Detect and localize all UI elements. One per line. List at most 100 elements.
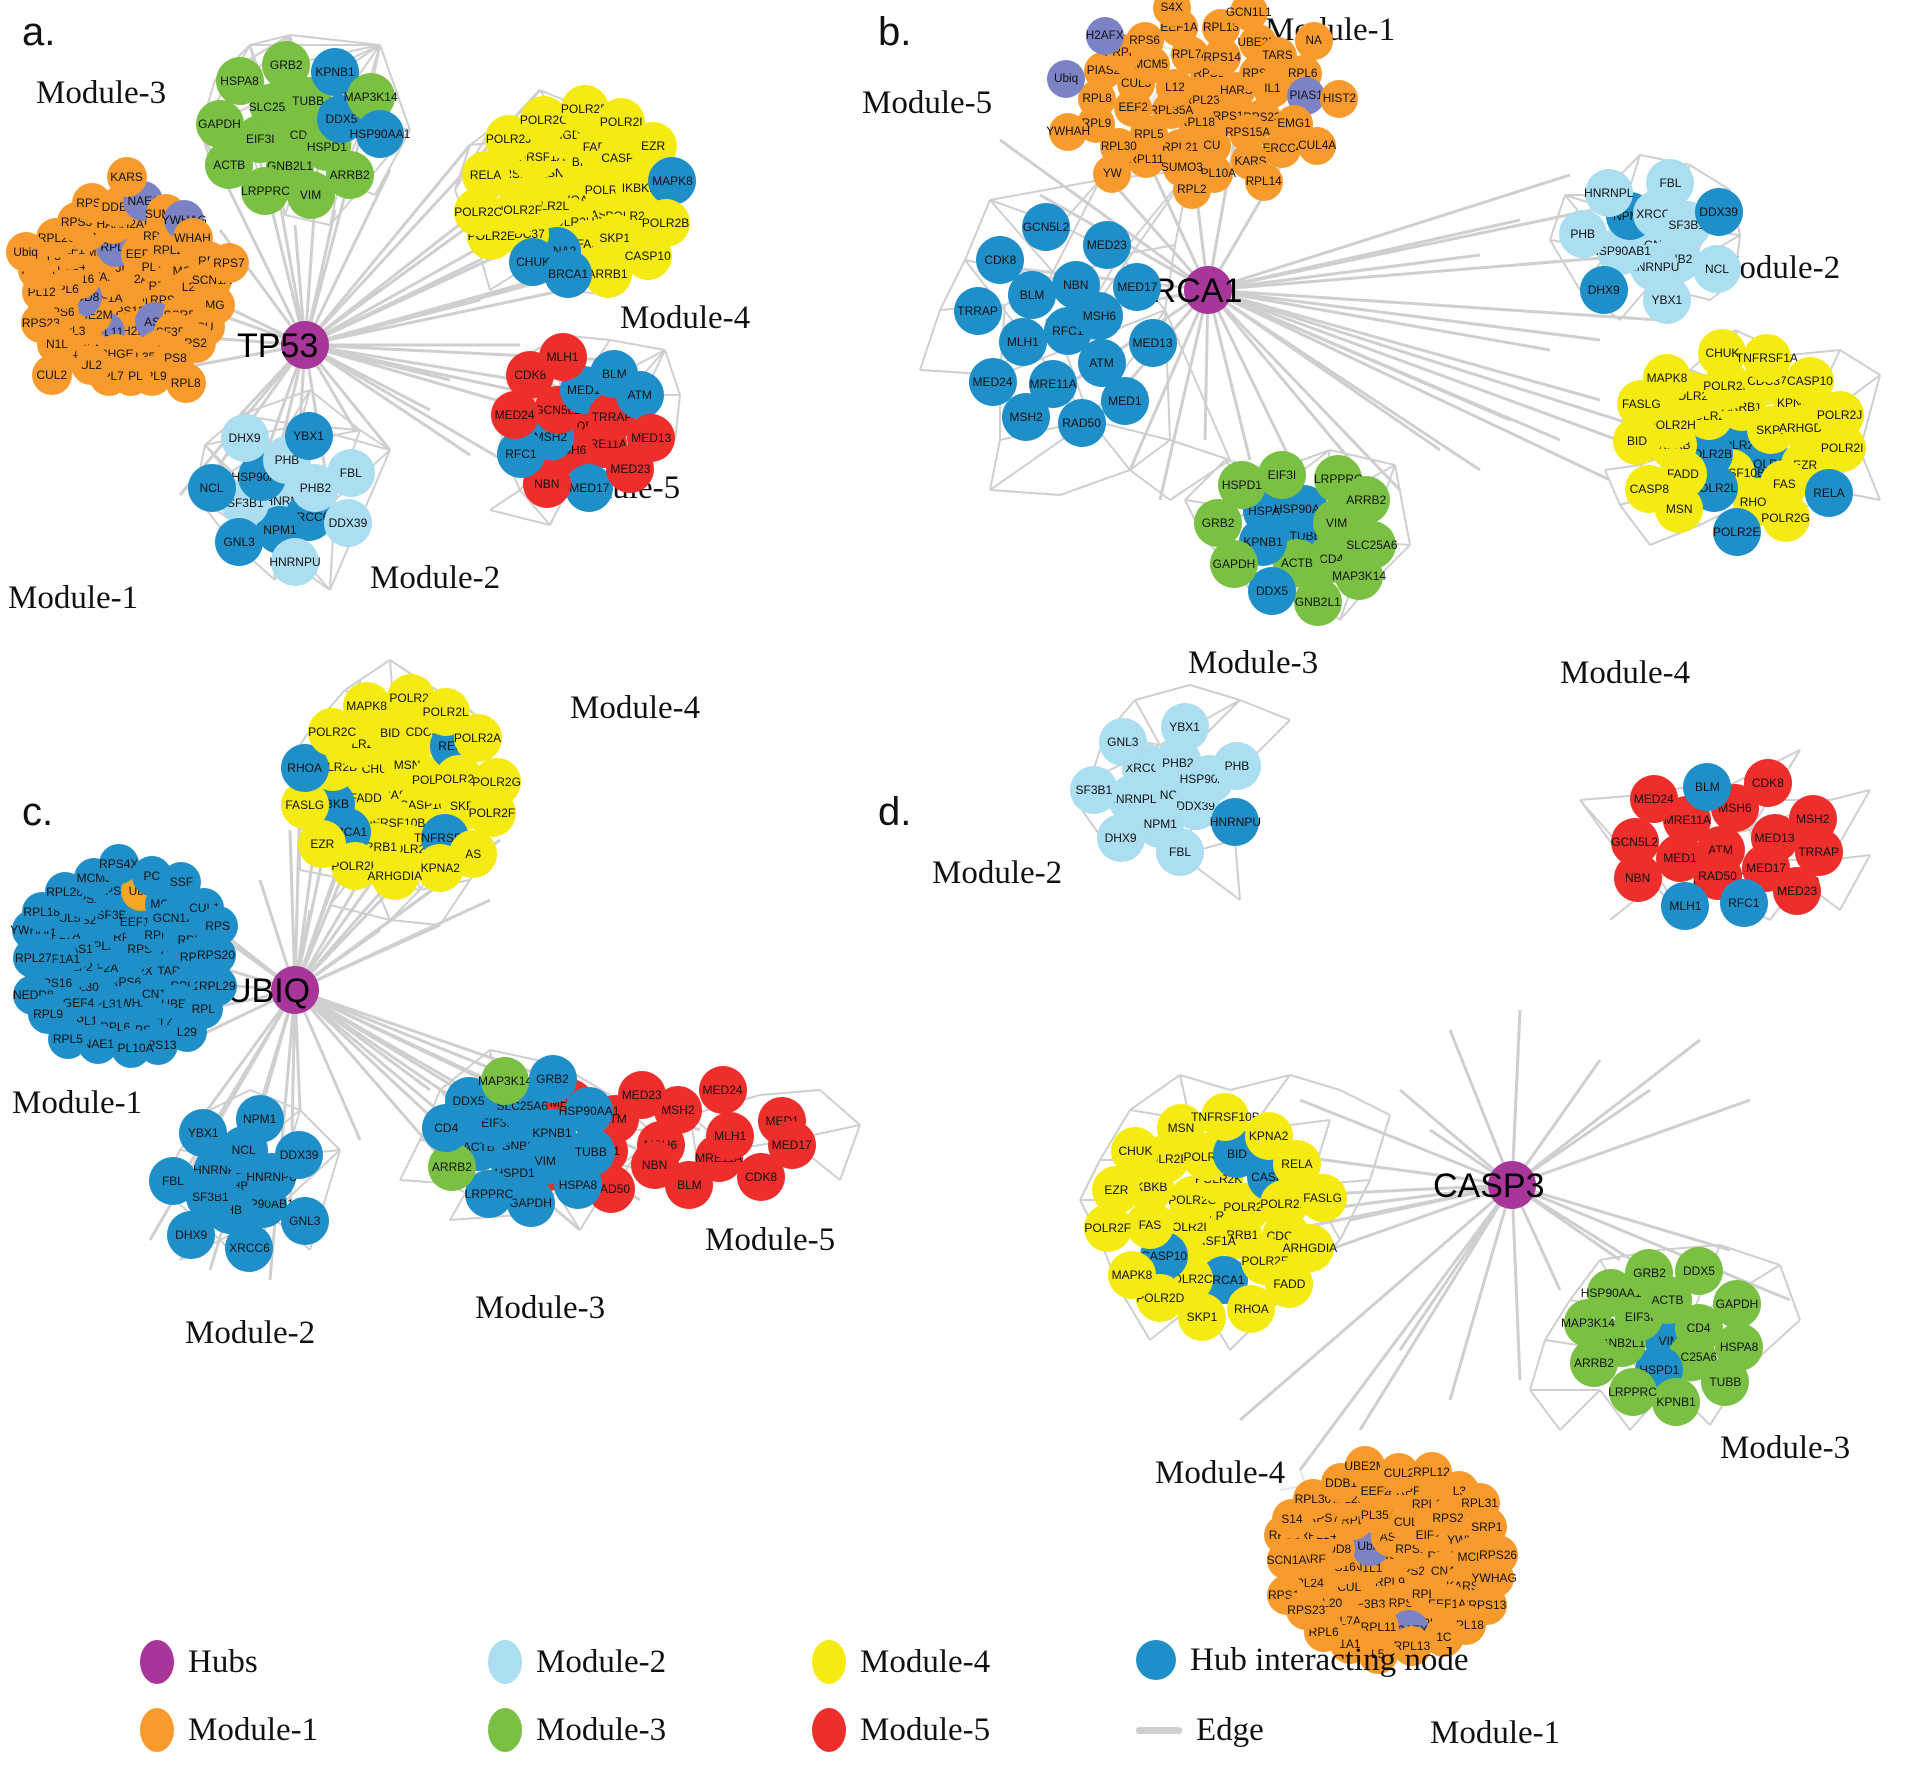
panel-c-module5-node-blm[interactable]: BLM [665, 1160, 714, 1209]
panel-b-module3-node-map3k14[interactable]: MAP3K14 [1332, 552, 1386, 601]
panel-a-module1-node-rps7[interactable]: RPS7 [208, 243, 249, 284]
panel-d-module3-node-ddx5[interactable]: DDX5 [1674, 1246, 1723, 1295]
panel-a-module2-node-fbl[interactable]: FBL [326, 448, 375, 497]
panel-b-module2-node-fbl[interactable]: FBL [1646, 159, 1695, 208]
panel-c-module4-node-kpna2[interactable]: KPNA2 [416, 844, 465, 893]
hub-node-tp53[interactable] [281, 321, 329, 369]
panel-c-module5-node-med23[interactable]: MED23 [617, 1070, 666, 1119]
panel-d-module2-node-sf3b1[interactable]: SF3B1 [1069, 766, 1118, 815]
panel-b-module5-node-med24[interactable]: MED24 [968, 358, 1017, 407]
panel-a-module2-node-hnrnpu[interactable]: HNRNPU [269, 537, 321, 586]
panel-a-module3-node-hspa8[interactable]: HSPA8 [215, 57, 264, 106]
panel-b-module4-node-polr2g[interactable]: POLR2G [1761, 493, 1810, 542]
panel-b-module2-node-dhx9[interactable]: DHX9 [1579, 266, 1628, 314]
panel-c-module2-node-fbl[interactable]: FBL [148, 1156, 197, 1205]
panel-b-module1-node-yw[interactable]: YW [1093, 154, 1132, 193]
panel-b-module2-node-ddx39[interactable]: DDX39 [1694, 187, 1743, 236]
panel-a-module1-node-cul2[interactable]: CUL2 [31, 354, 72, 395]
panel-d-module2-node-fbl[interactable]: FBL [1156, 827, 1205, 876]
panel-c-module2-node-xrcc6[interactable]: XRCC6 [225, 1223, 274, 1272]
panel-a-module5-node-med17[interactable]: MED17 [565, 463, 614, 512]
panel-b-module1-node-na[interactable]: NA [1294, 21, 1333, 60]
panel-b-module3-node-gapdh[interactable]: GAPDH [1209, 540, 1258, 589]
panel-d-module4-node-tnfrsf10b[interactable]: TNFRSF10B [1191, 1092, 1260, 1141]
panel-d-module2-node-dhx9[interactable]: DHX9 [1096, 814, 1145, 863]
panel-c-module3-node-map3k14[interactable]: MAP3K14 [478, 1056, 532, 1105]
panel-b-module4-node-mapk8[interactable]: MAPK8 [1642, 354, 1691, 402]
panel-c-module2-node-ybx1[interactable]: YBX1 [179, 1108, 228, 1157]
panel-b-module3-node-eif3i[interactable]: EIF3I [1257, 451, 1306, 500]
panel-a-module3-node-gapdh[interactable]: GAPDH [195, 99, 244, 148]
panel-b-module5-node-rad50[interactable]: RAD50 [1057, 399, 1106, 448]
panel-b-module5-node-gcn5l2[interactable]: GCN5L2 [1022, 202, 1071, 251]
panel-b-module3-node-arrb2[interactable]: ARRB2 [1342, 475, 1391, 524]
panel-d-module4-node-faslg[interactable]: FASLG [1298, 1173, 1347, 1222]
panel-b-module5-node-med1[interactable]: MED1 [1100, 377, 1149, 426]
panel-d-module5-node-blm[interactable]: BLM [1683, 762, 1732, 811]
panel-a-module2-node-ybx1[interactable]: YBX1 [284, 411, 333, 460]
panel-a-module1-node-rpl8[interactable]: RPL8 [165, 362, 206, 403]
panel-d-module2-node-ybx1[interactable]: YBX1 [1160, 702, 1209, 751]
panel-d-module5-node-rfc1[interactable]: RFC1 [1719, 878, 1768, 927]
panel-a-module3-node-actb[interactable]: ACTB [205, 140, 254, 189]
panel-d-module2-node-gnl3[interactable]: GNL3 [1098, 717, 1147, 766]
panel-d-module2-node-phb[interactable]: PHB [1212, 742, 1261, 791]
panel-a-module5-node-atm[interactable]: ATM [615, 371, 664, 420]
panel-a-module1-node-kars[interactable]: KARS [106, 156, 147, 197]
panel-d-module3-node-tubb[interactable]: TUBB [1701, 1358, 1750, 1407]
panel-d-module2-node-hnrnpu[interactable]: HNRNPU [1210, 798, 1261, 847]
panel-a-module2-node-ddx39[interactable]: DDX39 [323, 498, 372, 547]
panel-d-module5-node-cdk8[interactable]: CDK8 [1743, 758, 1792, 807]
panel-d-module5-node-mlh1[interactable]: MLH1 [1661, 882, 1710, 931]
panel-c-module2-node-ddx39[interactable]: DDX39 [275, 1130, 324, 1179]
panel-b-module1-node-ywhah[interactable]: YWHAH [1046, 113, 1090, 152]
panel-c-module5-node-med24[interactable]: MED24 [698, 1065, 747, 1114]
hub-node-brca1[interactable] [1184, 266, 1232, 314]
panel-d-module4-node-msn[interactable]: MSN [1157, 1104, 1206, 1153]
panel-d-module5-node-gcn5l2[interactable]: GCN5L2 [1610, 817, 1659, 866]
panel-d-module4-node-skp1[interactable]: SKP1 [1177, 1292, 1226, 1341]
panel-a-module3-node-grb2[interactable]: GRB2 [262, 40, 311, 89]
panel-b-module5-node-med23[interactable]: MED23 [1082, 220, 1131, 269]
panel-d-module1-node-rps23[interactable]: RPS23 [1286, 1589, 1327, 1630]
panel-c-module3-node-gapdh[interactable]: GAPDH [506, 1179, 555, 1228]
panel-a-module2-node-ncl[interactable]: NCL [187, 464, 236, 513]
panel-c-module5-node-cdk8[interactable]: CDK8 [737, 1152, 786, 1201]
panel-a-module3-node-arrb2[interactable]: ARRB2 [325, 151, 374, 200]
panel-c-module2-node-dhx9[interactable]: DHX9 [167, 1210, 216, 1259]
panel-b-module1-node-rpl14[interactable]: RPL14 [1244, 162, 1283, 201]
panel-a-module4-node-mapk8[interactable]: MAPK8 [648, 156, 697, 205]
panel-c-module3-node-hspa8[interactable]: HSPA8 [553, 1161, 602, 1210]
panel-b-module1-node-rpl2[interactable]: RPL2 [1172, 171, 1211, 210]
panel-d-module3-node-grb2[interactable]: GRB2 [1625, 1248, 1674, 1297]
panel-b-module5-node-trrap[interactable]: TRRAP [953, 287, 1002, 336]
panel-b-module2-node-ybx1[interactable]: YBX1 [1642, 275, 1691, 324]
panel-b-module2-node-hnrnpl[interactable]: HNRNPL [1584, 168, 1633, 217]
panel-a-module3-node-hsp90aa1[interactable]: HSP90AA1 [350, 109, 410, 158]
panel-d-module3-node-arrb2[interactable]: ARRB2 [1569, 1339, 1618, 1388]
panel-a-module2-node-gnl3[interactable]: GNL3 [215, 518, 264, 567]
panel-c-module2-node-gnl3[interactable]: GNL3 [280, 1197, 329, 1246]
panel-a-module2-node-dhx9[interactable]: DHX9 [220, 413, 269, 462]
panel-b-module4-node-rela[interactable]: RELA [1804, 469, 1853, 517]
panel-b-module5-node-mlh1[interactable]: MLH1 [998, 317, 1047, 366]
panel-d-module3-node-lrpprc[interactable]: LRPPRC [1608, 1368, 1657, 1417]
panel-b-module5-node-msh2[interactable]: MSH2 [1002, 393, 1051, 442]
panel-d-module5-node-med24[interactable]: MED24 [1629, 775, 1678, 824]
panel-d-module3-node-kpnb1[interactable]: KPNB1 [1652, 1377, 1701, 1426]
panel-d-module3-node-gapdh[interactable]: GAPDH [1713, 1280, 1762, 1329]
panel-b-module5-node-med17[interactable]: MED17 [1113, 262, 1162, 311]
panel-c-module2-node-npm1[interactable]: NPM1 [235, 1094, 284, 1143]
panel-c-module5-node-mlh1[interactable]: MLH1 [706, 1111, 755, 1160]
panel-a-module4-node-brca1[interactable]: BRCA1 [544, 249, 593, 298]
panel-b-module4-node-polr2e[interactable]: POLR2E [1712, 507, 1761, 556]
panel-d-module4-node-rhoa[interactable]: RHOA [1227, 1284, 1276, 1333]
panel-b-module3-node-gnb2l1[interactable]: GNB2L1 [1293, 578, 1342, 627]
panel-b-module2-node-ncl[interactable]: NCL [1692, 244, 1741, 293]
panel-b-module2-node-phb[interactable]: PHB [1558, 210, 1607, 259]
panel-c-module4-node-arhgdia[interactable]: ARHGDIA [367, 851, 422, 900]
hub-node-casp3[interactable] [1488, 1161, 1536, 1209]
panel-d-module4-node-mapk8[interactable]: MAPK8 [1107, 1251, 1156, 1300]
panel-b-module1-node-rps6[interactable]: RPS6 [1125, 22, 1164, 61]
panel-b-module5-node-blm[interactable]: BLM [1008, 271, 1057, 320]
